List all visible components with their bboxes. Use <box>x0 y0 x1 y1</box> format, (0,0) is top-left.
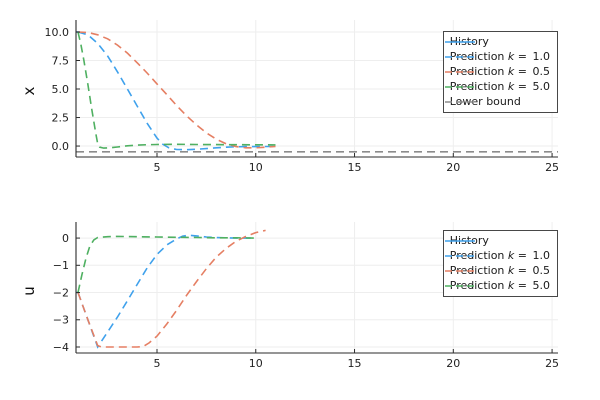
legend-swatch-line <box>444 41 475 44</box>
series-prediction-k-5-0 <box>77 235 256 293</box>
legend-item: Lower bound <box>444 94 550 109</box>
y-tick-label: 0 <box>62 232 69 245</box>
legend-label: Lower bound <box>449 94 521 108</box>
y-tick-label: −2 <box>53 286 69 299</box>
legend-swatch-line <box>444 270 475 272</box>
legend-item: Prediction k = 1.0 <box>444 249 550 264</box>
y-tick-label: −3 <box>53 314 69 327</box>
legend-label: Prediction k = 0.5 <box>449 263 550 277</box>
y-tick-label: 7.5 <box>52 54 70 67</box>
y-tick-label: −1 <box>53 259 69 272</box>
legend-swatch-line <box>444 100 475 103</box>
legend-swatch-line <box>444 284 475 287</box>
y-axis-label-u: u <box>20 286 38 296</box>
legend-label: Prediction k = 5.0 <box>449 79 550 93</box>
x-tick-label: 20 <box>446 357 460 370</box>
x-tick-label: 25 <box>545 161 559 174</box>
legend-swatch-line <box>444 85 475 88</box>
x-tick-label: 15 <box>348 357 362 370</box>
y-axis-label-x: x <box>20 86 38 96</box>
x-tick-label: 20 <box>446 161 460 174</box>
legend-item: Prediction k = 0.5 <box>444 263 550 279</box>
x-tick-label: 10 <box>249 357 263 370</box>
legend-label: Prediction k = 0.5 <box>449 64 550 78</box>
series-prediction-k-5-0 <box>77 31 276 149</box>
x-tick-label: 5 <box>153 357 160 370</box>
legend-label: Prediction k = 1.0 <box>449 249 550 263</box>
legend-item: History <box>444 35 550 50</box>
legend-item: Prediction k = 1.0 <box>444 50 550 65</box>
series-prediction-k-1-0 <box>77 31 276 151</box>
legend-item: History <box>444 234 550 249</box>
y-tick-label: 10.0 <box>45 26 70 39</box>
legend-swatch-line <box>444 56 475 58</box>
legend-label: Prediction k = 5.0 <box>449 278 550 292</box>
legend-item: Prediction k = 5.0 <box>444 278 550 293</box>
x-plot: 5 10 15 20 25 0.0 2.5 5.0 7.5 10.0 <box>45 20 559 174</box>
legend-swatch-line <box>444 71 475 73</box>
legend-item: Prediction k = 5.0 <box>444 79 550 94</box>
y-tick-label: 5.0 <box>52 83 70 96</box>
series-prediction-k-0-5 <box>77 229 266 348</box>
x-tick-label: 5 <box>153 161 160 174</box>
y-tick-label: −4 <box>53 341 69 354</box>
legend-x-plot: History Prediction k = 1.0 Prediction k = … <box>442 31 558 113</box>
y-tick-label: 0.0 <box>52 140 70 153</box>
x-tick-label: 15 <box>348 161 362 174</box>
legend-swatch-line <box>444 255 475 257</box>
series-prediction-k-0-5 <box>77 31 276 149</box>
y-tick-label: 2.5 <box>52 111 70 124</box>
legend-u-plot: History Prediction k = 1.0 Prediction k = … <box>442 230 558 298</box>
legend-item: Prediction k = 0.5 <box>444 64 550 80</box>
series-prediction-k-1-0 <box>77 234 256 349</box>
x-tick-label: 25 <box>545 357 559 370</box>
legend-swatch-line <box>444 240 475 243</box>
x-tick-label: 10 <box>249 161 263 174</box>
legend-label: Prediction k = 1.0 <box>449 50 550 64</box>
